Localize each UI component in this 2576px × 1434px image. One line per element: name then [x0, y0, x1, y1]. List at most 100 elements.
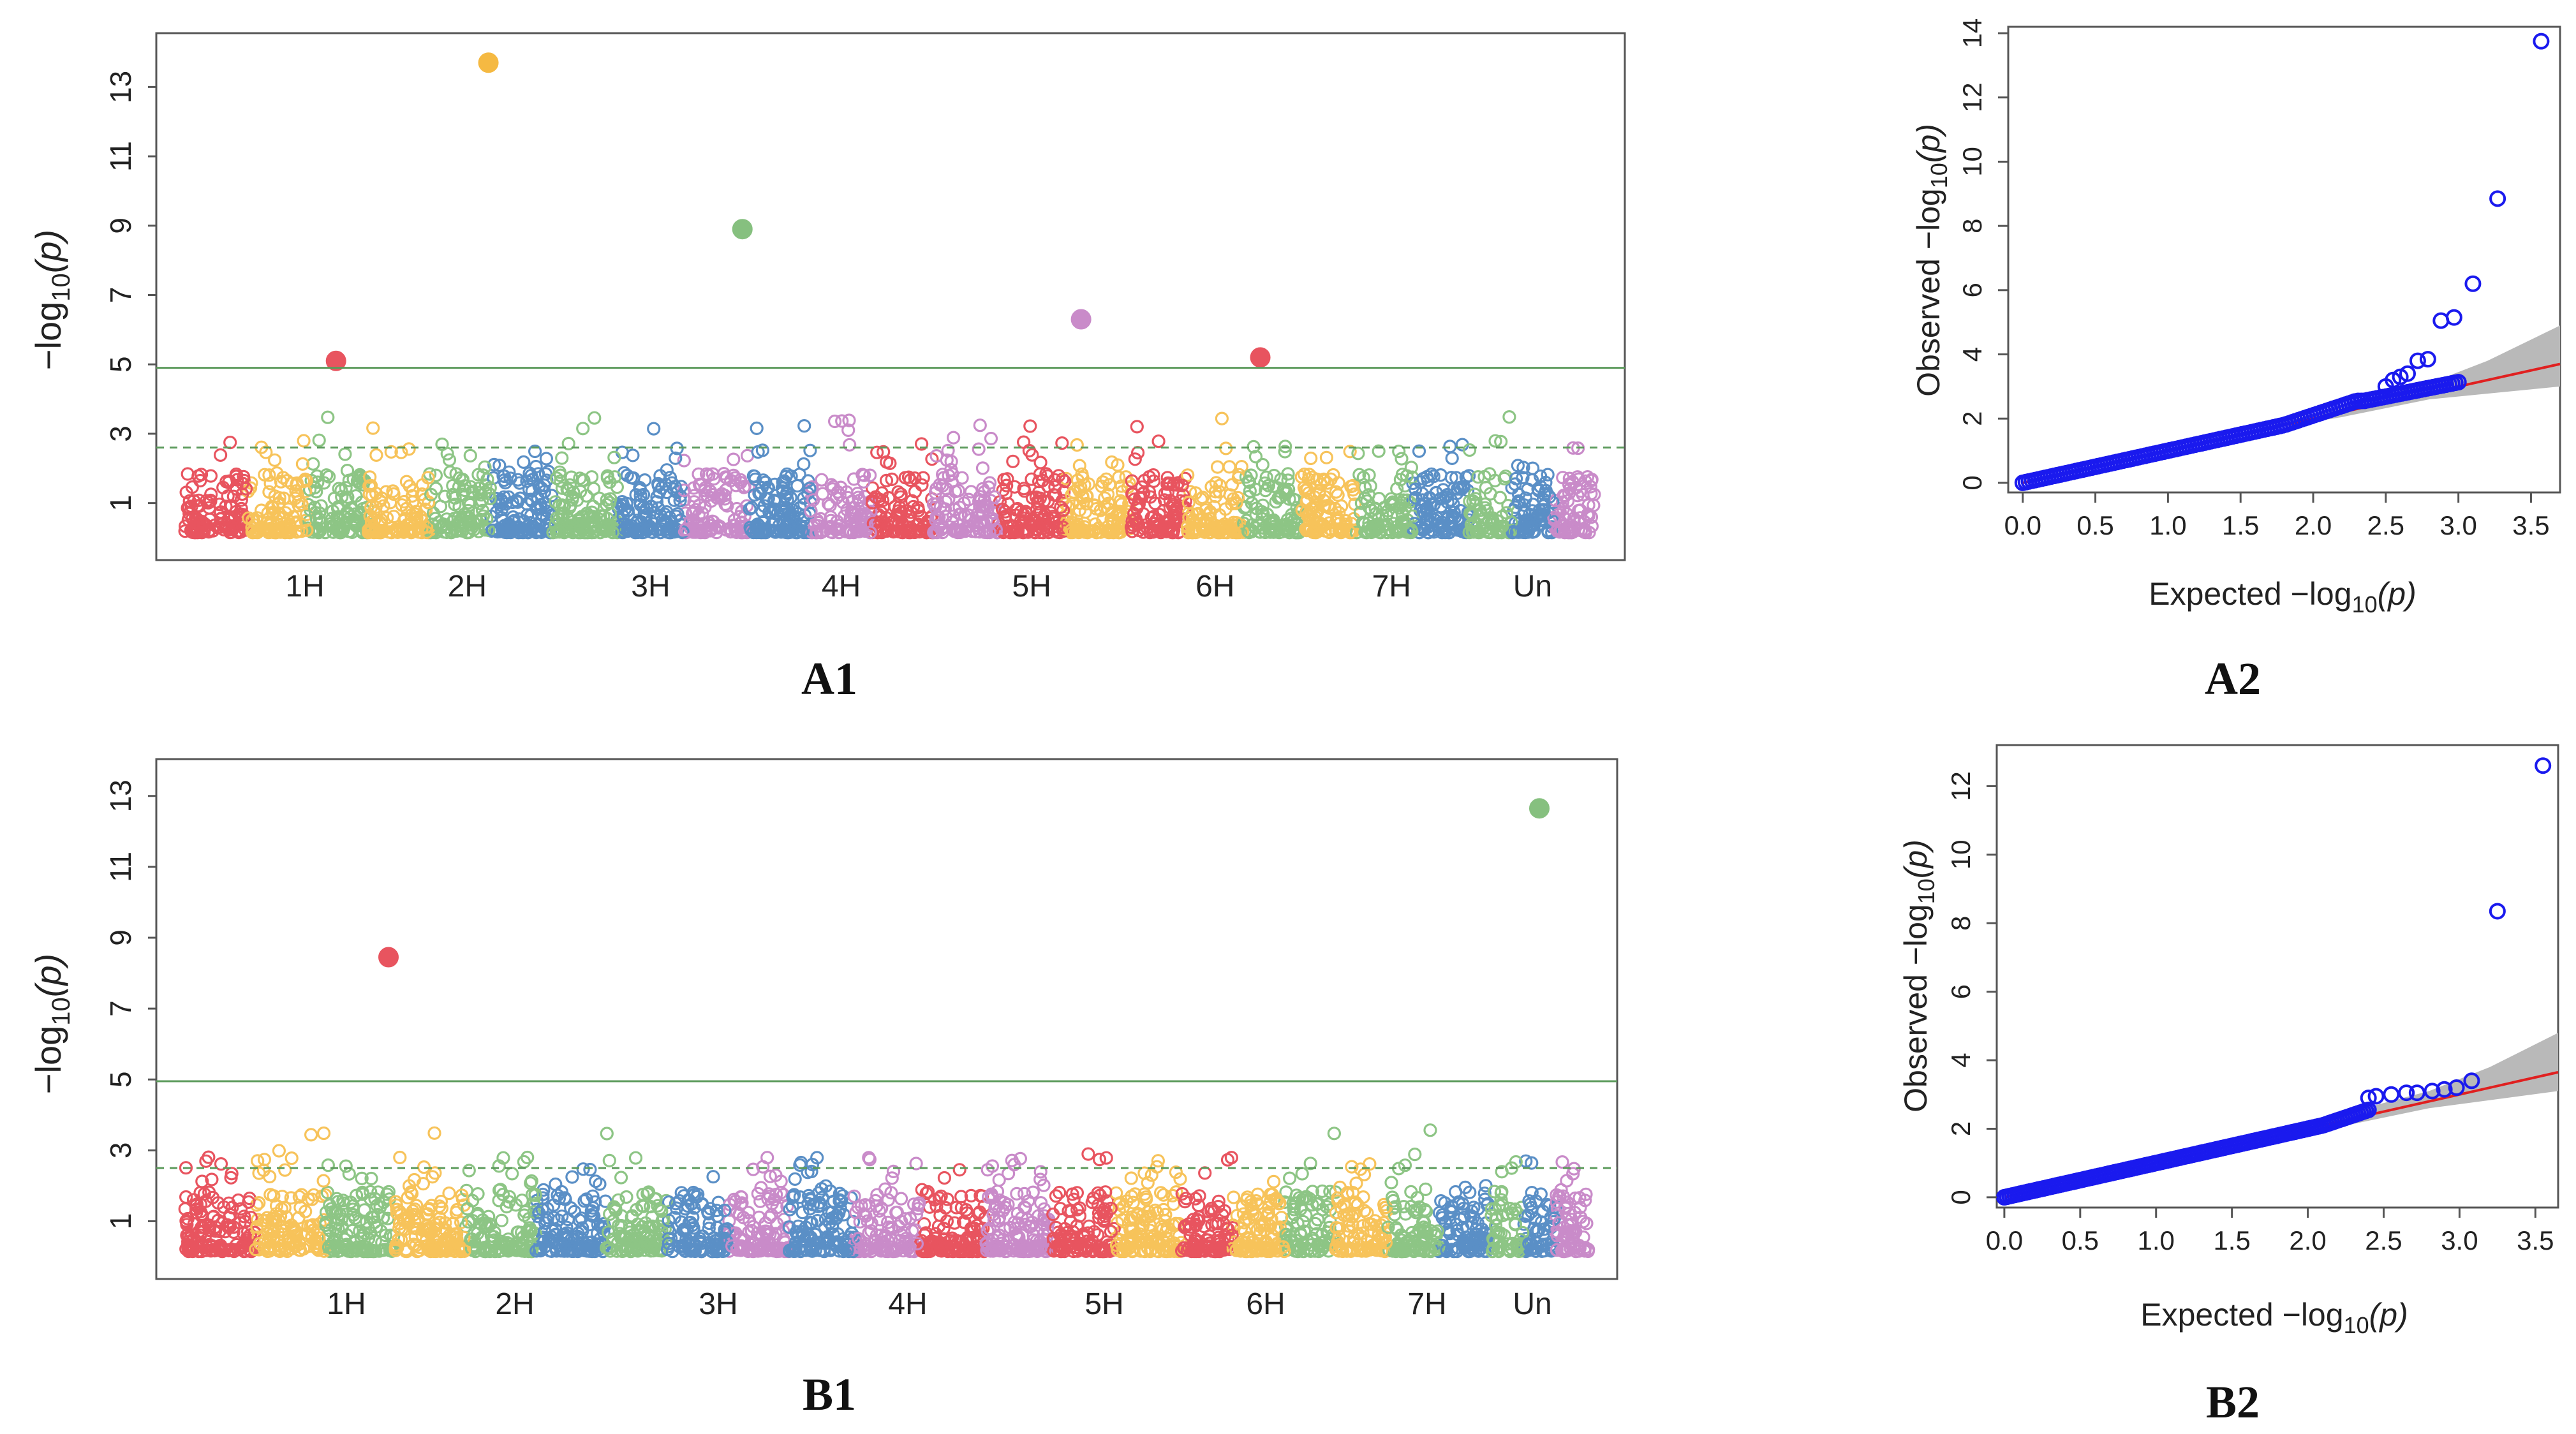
- snp-point: [748, 488, 762, 502]
- snp-point: [810, 525, 824, 540]
- snp-point: [638, 473, 652, 487]
- snp-point: [338, 447, 352, 461]
- snp-point: [408, 523, 422, 538]
- snp-point: [300, 523, 314, 537]
- snp-point: [1033, 455, 1047, 469]
- snp-point: [1304, 451, 1318, 466]
- snp-point: [332, 482, 346, 496]
- snp-point: [791, 506, 806, 521]
- snp-point: [1010, 501, 1025, 516]
- snp-point: [1181, 524, 1195, 538]
- snp-point: [1023, 419, 1037, 433]
- snp-point: [1025, 472, 1039, 486]
- snp-point: [1259, 470, 1273, 484]
- snp-point: [596, 509, 611, 524]
- snp-point: [1433, 468, 1447, 482]
- snp-point: [579, 526, 593, 540]
- snp-point: [463, 448, 477, 463]
- snp-point: [976, 506, 990, 520]
- snp-point: [1076, 489, 1090, 503]
- significant-snp-point: [732, 219, 753, 240]
- snp-point: [834, 480, 848, 494]
- snp-point: [1099, 472, 1113, 486]
- x-tick-label: 1.0: [2149, 510, 2186, 540]
- snp-point: [245, 513, 260, 528]
- snp-point: [1220, 526, 1234, 540]
- snp-point: [1114, 479, 1129, 493]
- snp-point: [179, 1190, 193, 1204]
- snp-point: [1130, 420, 1144, 434]
- snp-point: [598, 522, 612, 536]
- snp-point: [1163, 494, 1177, 508]
- snp-point: [668, 480, 682, 494]
- snp-point: [1126, 487, 1140, 501]
- snp-point: [1412, 444, 1426, 458]
- snp-point: [539, 452, 554, 466]
- chromosome-label: 4H: [822, 570, 861, 603]
- snp-point: [478, 460, 492, 474]
- snp-point: [866, 517, 880, 531]
- snp-point: [1225, 478, 1240, 492]
- x-tick-label: 0.0: [2004, 510, 2041, 540]
- significant-snp-point: [1250, 347, 1271, 368]
- chromosome-label: 7H: [1372, 570, 1411, 603]
- snp-point: [818, 523, 833, 537]
- snp-point: [511, 473, 525, 487]
- snp-point: [463, 510, 477, 524]
- snp-point: [1185, 507, 1199, 521]
- snp-point: [1093, 503, 1107, 517]
- snp-point: [614, 1171, 628, 1185]
- snp-point: [1151, 434, 1166, 448]
- snp-point: [842, 413, 856, 427]
- snp-point: [767, 493, 781, 507]
- snp-point: [483, 491, 497, 506]
- snp-point: [768, 502, 783, 516]
- snp-point: [1207, 518, 1221, 532]
- y-tick-label: 7: [104, 287, 137, 304]
- snp-point: [803, 443, 817, 457]
- snp-point: [929, 448, 944, 463]
- snp-point: [1282, 1171, 1297, 1185]
- snp-point: [438, 489, 452, 503]
- snp-point: [908, 471, 922, 485]
- snp-point: [1282, 492, 1296, 506]
- snp-point: [1055, 436, 1069, 450]
- snp-point: [494, 1213, 509, 1227]
- snp-point: [586, 515, 600, 529]
- snp-point: [949, 524, 963, 538]
- snp-point: [676, 525, 690, 539]
- snp-point: [647, 422, 661, 436]
- snp-point: [1213, 508, 1227, 522]
- snp-point: [1278, 440, 1292, 454]
- snp-point: [326, 525, 341, 539]
- snp-point: [235, 487, 249, 501]
- snp-point: [426, 1170, 440, 1184]
- snp-point: [744, 501, 759, 515]
- snp-point: [406, 495, 420, 509]
- snp-point: [870, 445, 884, 459]
- snp-point: [234, 493, 248, 507]
- snp-point: [549, 1177, 563, 1192]
- snp-point: [1033, 525, 1047, 540]
- snp-point: [1017, 482, 1031, 496]
- snp-point: [931, 525, 945, 539]
- snp-point: [813, 512, 828, 526]
- snp-point: [309, 512, 323, 526]
- snp-point: [289, 484, 303, 498]
- snp-point: [937, 1171, 952, 1185]
- snp-point: [998, 509, 1012, 524]
- snp-point: [1170, 478, 1184, 492]
- significant-snp-point: [1070, 309, 1092, 330]
- snp-point: [1349, 526, 1364, 540]
- snp-point: [737, 479, 751, 494]
- snp-point: [193, 473, 207, 488]
- significant-snp-point: [478, 52, 499, 73]
- snp-point: [496, 469, 510, 483]
- snp-point: [576, 422, 590, 436]
- snp-point: [904, 521, 918, 535]
- snp-point: [1072, 459, 1086, 473]
- snp-point: [538, 467, 553, 481]
- snp-point: [373, 526, 387, 540]
